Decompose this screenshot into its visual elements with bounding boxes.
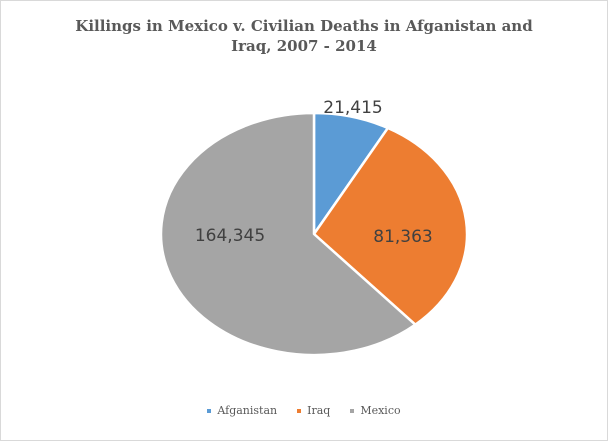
chart-title: Killings in Mexico v. Civilian Deaths in…: [0, 16, 608, 56]
data-label-afganistan: 21,415: [323, 98, 382, 118]
chart-title-line-1: Killings in Mexico v. Civilian Deaths in…: [75, 17, 533, 35]
legend-item-afganistan: Afganistan: [207, 404, 277, 417]
legend: Afganistan Iraq Mexico: [0, 404, 608, 417]
data-label-iraq: 81,363: [373, 227, 432, 247]
legend-label-iraq: Iraq: [307, 404, 331, 417]
chart-title-line-2: Iraq, 2007 - 2014: [231, 37, 377, 55]
pie-slice-iraq: [312, 126, 469, 326]
legend-item-mexico: Mexico: [350, 404, 401, 417]
data-label-mexico: 164,345: [195, 226, 265, 246]
legend-marker-iraq: [297, 409, 302, 413]
legend-label-afganistan: Afganistan: [217, 404, 278, 417]
legend-marker-afganistan: [207, 409, 212, 413]
legend-item-iraq: Iraq: [297, 404, 330, 417]
pie-slice-mexico: [159, 111, 417, 357]
legend-label-mexico: Mexico: [360, 404, 401, 417]
legend-marker-mexico: [350, 409, 355, 413]
